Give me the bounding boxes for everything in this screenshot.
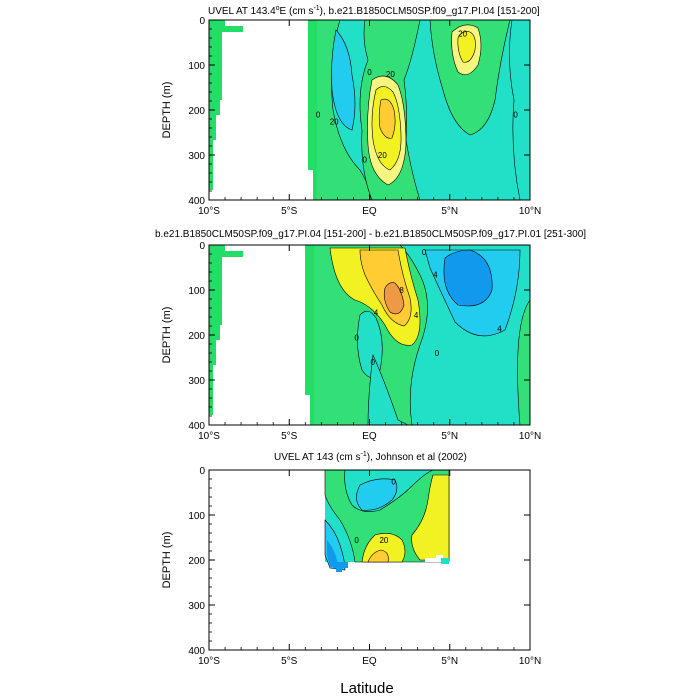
panel-3-bottom-step — [336, 562, 348, 572]
panel-1-land-mask — [209, 20, 308, 200]
panel-3-xtick-label: 10°S — [198, 656, 220, 667]
panel-2-contour-label: 4 — [414, 311, 419, 320]
panel-1-coast-right — [308, 20, 317, 200]
panel-2-contour-label: 0 — [422, 248, 427, 257]
panel-2: b.e21.B1850CLM50SP.f09_g17.PI.04 [151-20… — [155, 229, 586, 442]
panel-2-field — [209, 244, 531, 426]
panel-2-xtick-label: 10°S — [198, 431, 220, 442]
panel-2-xtick-label: 10°N — [519, 431, 541, 442]
panel-1-contour-label: 20 — [458, 30, 467, 39]
panel-2-xtick-label: EQ — [362, 431, 377, 442]
panel-2-land-mask — [209, 245, 305, 425]
panel-3-title: UVEL AT 143 (cm s-1), Johnson et al (200… — [274, 451, 467, 463]
panel-3-xtick-label: EQ — [362, 656, 377, 667]
panel-1-blue-south — [331, 29, 356, 131]
panel-1-yellow-north — [457, 31, 476, 63]
panel-1-contour-label: 20 — [386, 70, 395, 79]
panel-1-title: UVEL AT 143.4oE (cm s-1), b.e21.B1850CLM… — [208, 5, 540, 17]
panel-1-contour-label: 0 — [316, 111, 321, 120]
panel-1-ytick-label: 100 — [188, 61, 205, 72]
panel-1-ytick-label: 0 — [199, 16, 205, 27]
panel-3-field — [324, 469, 450, 572]
panel-2-contour-label: 0 — [370, 358, 375, 367]
panel-2-contour-label: 0 — [354, 333, 359, 342]
panel-3-orange-center — [367, 549, 389, 563]
panel-2-orange-dark — [383, 282, 405, 315]
panel-1-xtick-label: EQ — [362, 206, 377, 217]
panel-1-contour-label: 0 — [362, 156, 367, 165]
panel-2-contour-label: 0 — [435, 349, 440, 358]
x-axis-label-latitude: Latitude — [340, 680, 393, 697]
panel-1-coast-green — [209, 20, 243, 190]
panel-3-ylabel: DEPTH (m) — [161, 532, 173, 589]
panel-1-xtick-label: 10°S — [198, 206, 220, 217]
panel-1-green-north — [429, 19, 511, 136]
panel-3: UVEL AT 143 (cm s-1), Johnson et al (200… — [161, 451, 541, 697]
panel-3-corner-cyan — [441, 558, 449, 564]
panel-1-xtick-label: 10°N — [519, 206, 541, 217]
panel-1-orange-core — [378, 98, 396, 139]
panel-2-coast-green — [209, 245, 243, 415]
panel-3-xtick-label: 5°S — [281, 656, 298, 667]
panel-2-contour-label: 4 — [497, 324, 502, 333]
panel-2-ytick-label: 300 — [188, 376, 205, 387]
panel-3-contour-label: 0 — [391, 477, 396, 486]
panel-2-xtick-label: 5°N — [441, 431, 458, 442]
panel-1-ytick-label: 200 — [188, 106, 205, 117]
panel-3-ytick-label: 400 — [188, 646, 205, 657]
panel-1-ylabel: DEPTH (m) — [161, 82, 173, 139]
panel-3-ytick-label: 100 — [188, 511, 205, 522]
panel-3-ytick-label: 0 — [199, 466, 205, 477]
panel-1-contour-label: 0 — [513, 111, 518, 120]
panel-2-ytick-label: 100 — [188, 286, 205, 297]
panel-2-coast-right — [305, 245, 314, 425]
panel-3-blue-center — [356, 478, 398, 511]
panel-3-ytick-label: 300 — [188, 601, 205, 612]
panel-3-deep-blue-west — [327, 540, 338, 570]
panel-1-ytick-label: 400 — [188, 196, 205, 207]
panel-3-contour-label: 0 — [354, 536, 359, 545]
panel-2-contour-label: 8 — [399, 286, 404, 295]
panel-3-contour-label: 20 — [379, 536, 388, 545]
panel-1-field — [209, 19, 531, 201]
panel-1-contour-label: 0 — [367, 68, 372, 77]
panel-3-xtick-label: 5°N — [441, 656, 458, 667]
panel-2-ytick-label: 400 — [188, 421, 205, 432]
panel-1-contour-label: 20 — [330, 117, 339, 126]
panel-3-xtick-label: 10°N — [519, 656, 541, 667]
panel-2-contour-label: 4 — [433, 270, 438, 279]
panel-2-contour-label: 4 — [374, 309, 379, 318]
panel-1-xtick-label: 5°N — [441, 206, 458, 217]
panel-3-yellow-east — [411, 474, 450, 561]
panel-1-ytick-label: 300 — [188, 151, 205, 162]
panel-2-ytick-label: 0 — [199, 241, 205, 252]
panel-3-ytick-label: 200 — [188, 556, 205, 567]
panel-2-cyan-center — [357, 310, 383, 378]
panel-1-xtick-label: 5°S — [281, 206, 298, 217]
panel-2-xtick-label: 5°S — [281, 431, 298, 442]
panel-2-ytick-label: 200 — [188, 331, 205, 342]
panel-2-ylabel: DEPTH (m) — [161, 307, 173, 364]
panel-2-deep-blue — [443, 249, 493, 307]
panel-1: UVEL AT 143.4oE (cm s-1), b.e21.B1850CLM… — [161, 5, 541, 217]
panel-1-contour-label: 20 — [378, 151, 387, 160]
panel-2-title: b.e21.B1850CLM50SP.f09_g17.PI.04 [151-20… — [155, 229, 586, 240]
